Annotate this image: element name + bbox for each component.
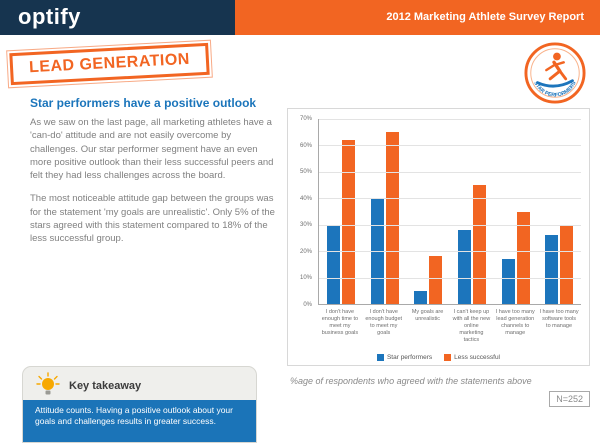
bar-less-successful	[560, 224, 574, 304]
header-bar: 2012 Marketing Athlete Survey Report opt…	[0, 0, 600, 35]
bar-group	[537, 119, 581, 304]
category-label: I don't have enough budget to meet my go…	[365, 309, 403, 336]
legend-swatch	[376, 354, 384, 361]
y-axis-tick: 0%	[303, 302, 312, 308]
bar-group	[450, 119, 494, 304]
chart-category-labels: I don't have enough time to meet my busi…	[318, 307, 581, 343]
category-label: I have too many software tools to manage	[539, 309, 579, 329]
category-label: I have too many lead generation channels…	[495, 309, 535, 336]
category-label: I can't keep up with all the new online …	[452, 309, 491, 343]
chart-bars	[319, 119, 581, 304]
chart-yaxis: 70% 60% 50% 40% 30% 20% 10% 0%	[290, 116, 316, 308]
paragraph-1: As we saw on the last page, all marketin…	[30, 117, 274, 182]
gridline	[319, 198, 581, 200]
bar-group	[494, 119, 538, 304]
y-axis-tick: 10%	[299, 275, 312, 282]
bar-star-performers	[326, 224, 340, 304]
body-copy: As we saw on the last page, all marketin…	[30, 116, 276, 256]
bar-star-performers	[457, 230, 471, 304]
key-takeaway-text: Attitude counts. Having a positive outlo…	[23, 400, 256, 442]
sample-size-badge: N=252	[549, 391, 590, 407]
category-label: I don't have enough time to meet my busi…	[321, 309, 359, 336]
gridline	[319, 119, 581, 120]
legend-label: Less successful	[454, 354, 501, 361]
section-stamp: LEAD GENERATION	[6, 38, 213, 90]
legend-label: Star performers	[386, 354, 433, 361]
key-takeaway-title: Key takeaway	[69, 380, 142, 392]
y-axis-tick: 30%	[299, 222, 312, 229]
bar-group	[319, 119, 363, 304]
y-axis-tick: 40%	[299, 195, 312, 202]
bar-less-successful	[472, 185, 486, 304]
legend-swatch	[444, 354, 452, 361]
paragraph-2: The most noticeable attitude gap between…	[30, 193, 275, 245]
optify-logo: optify	[18, 4, 81, 29]
y-axis-tick: 70%	[299, 116, 312, 122]
runner-badge-icon: STAR PERFORMERS	[524, 42, 586, 104]
page-title: Star performers have a positive outlook	[30, 96, 257, 110]
key-takeaway-box: Key takeaway Attitude counts. Having a p…	[22, 366, 257, 443]
bar-chart: 70% 60% 50% 40% 30% 20% 10% 0% I don't have eno…	[287, 108, 590, 366]
bar-less-successful	[429, 256, 443, 304]
lightbulb-icon	[36, 372, 60, 395]
report-title: 2012 Marketing Athlete Survey Report	[386, 11, 584, 23]
chart-footnote: %age of respondents who agreed with the …	[290, 376, 532, 386]
bar-less-successful	[385, 132, 399, 304]
bar-star-performers	[545, 235, 559, 304]
y-axis-tick: 60%	[299, 142, 312, 149]
chart-plot	[318, 119, 581, 305]
star-performers-badge: STAR PERFORMERS	[524, 42, 586, 104]
bar-less-successful	[341, 140, 355, 304]
bar-less-successful	[516, 211, 530, 304]
bar-group	[406, 119, 450, 304]
y-axis-tick: 50%	[299, 169, 312, 176]
gridline	[319, 171, 581, 173]
bar-star-performers	[414, 290, 428, 304]
header-orange-band: 2012 Marketing Athlete Survey Report	[235, 0, 600, 35]
chart-legend: Star performers Less successful	[288, 354, 589, 361]
gridline	[319, 145, 581, 147]
category-label: My goals are unrealistic	[411, 309, 444, 322]
legend-item: Star performers	[376, 354, 433, 361]
bar-star-performers	[501, 259, 515, 304]
bar-group	[363, 119, 407, 304]
y-axis-tick: 20%	[299, 248, 312, 255]
gridline	[319, 277, 581, 279]
gridline	[319, 251, 581, 253]
gridline	[319, 224, 581, 226]
legend-item: Less successful	[444, 354, 500, 361]
